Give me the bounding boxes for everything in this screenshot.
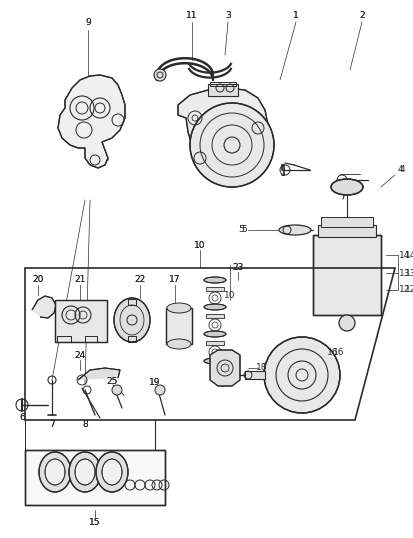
Text: 15: 15 (89, 519, 100, 527)
Ellipse shape (204, 331, 225, 337)
Text: 22: 22 (134, 275, 145, 285)
Text: 8: 8 (82, 421, 88, 429)
Text: 8: 8 (82, 421, 88, 429)
Text: 15: 15 (89, 519, 100, 527)
Text: 24: 24 (74, 351, 85, 360)
Text: 6: 6 (19, 414, 25, 422)
Ellipse shape (75, 459, 95, 485)
Text: 11: 11 (186, 11, 197, 19)
Circle shape (338, 315, 354, 331)
Circle shape (112, 385, 122, 395)
Text: 24: 24 (74, 351, 85, 360)
Bar (128, 336, 136, 342)
Text: 11: 11 (186, 11, 197, 19)
Ellipse shape (204, 277, 225, 283)
Text: 1: 1 (292, 11, 298, 19)
Ellipse shape (102, 459, 122, 485)
Bar (312, 235, 380, 315)
Ellipse shape (204, 358, 225, 364)
Ellipse shape (166, 303, 190, 313)
Bar (244, 371, 264, 379)
Circle shape (190, 103, 273, 187)
Text: 21: 21 (74, 275, 85, 285)
Text: 12: 12 (399, 286, 410, 294)
Bar (206, 314, 223, 318)
Text: 2: 2 (358, 11, 364, 19)
Bar (128, 299, 136, 305)
Text: 17: 17 (169, 275, 180, 285)
Text: 23: 23 (232, 264, 243, 273)
Text: 14: 14 (399, 251, 410, 259)
Text: 20: 20 (32, 275, 44, 285)
Text: 19: 19 (149, 379, 160, 387)
Text: 12: 12 (404, 286, 413, 294)
Text: 1: 1 (292, 11, 298, 19)
Polygon shape (32, 296, 56, 318)
Text: 23: 23 (232, 264, 243, 273)
Text: 10: 10 (194, 240, 205, 250)
Ellipse shape (69, 452, 101, 492)
Text: 2: 2 (358, 11, 364, 19)
Text: 17: 17 (169, 275, 180, 285)
Text: 20: 20 (32, 275, 44, 285)
Text: 3: 3 (225, 11, 230, 19)
Bar (317, 225, 375, 237)
Polygon shape (78, 368, 120, 380)
Bar (166, 308, 192, 344)
Text: 10: 10 (224, 291, 235, 300)
Bar (209, 82, 235, 86)
Polygon shape (25, 450, 165, 505)
Text: 22: 22 (134, 275, 145, 285)
Bar (312, 235, 380, 315)
Text: 9: 9 (85, 18, 91, 26)
Text: 5: 5 (240, 225, 246, 235)
Circle shape (263, 337, 339, 413)
Ellipse shape (204, 304, 225, 310)
Text: 9: 9 (85, 18, 91, 26)
Ellipse shape (96, 452, 128, 492)
Ellipse shape (45, 459, 65, 485)
Text: 7: 7 (49, 421, 55, 429)
Bar (57, 336, 71, 342)
Polygon shape (178, 88, 267, 165)
Text: 14: 14 (404, 251, 413, 259)
Text: 13: 13 (404, 268, 413, 278)
Ellipse shape (166, 339, 190, 349)
Ellipse shape (39, 452, 71, 492)
Text: 4: 4 (399, 166, 405, 174)
Text: 25: 25 (106, 378, 117, 386)
Text: 18: 18 (261, 364, 273, 372)
Bar (206, 287, 223, 291)
Text: 10: 10 (194, 240, 205, 250)
Text: 13: 13 (398, 268, 410, 278)
Bar (55, 300, 107, 342)
Bar (206, 341, 223, 345)
Text: 3: 3 (225, 11, 230, 19)
Circle shape (154, 69, 166, 81)
Text: 18: 18 (256, 364, 267, 372)
Text: 16: 16 (332, 349, 344, 357)
Ellipse shape (330, 179, 362, 195)
Bar (85, 336, 97, 342)
Text: 16: 16 (326, 349, 338, 357)
Text: 7: 7 (49, 421, 55, 429)
Bar (320, 217, 372, 227)
Ellipse shape (278, 225, 310, 235)
Bar (55, 300, 107, 342)
Polygon shape (209, 350, 240, 386)
Polygon shape (58, 75, 125, 168)
Text: 5: 5 (237, 225, 243, 235)
Text: 4: 4 (396, 166, 402, 174)
Text: 21: 21 (74, 275, 85, 285)
Text: 6: 6 (19, 414, 25, 422)
Circle shape (154, 385, 165, 395)
Bar (207, 84, 237, 96)
Bar (166, 308, 192, 344)
Ellipse shape (114, 298, 150, 342)
Text: 25: 25 (106, 378, 117, 386)
Text: 19: 19 (149, 379, 160, 387)
